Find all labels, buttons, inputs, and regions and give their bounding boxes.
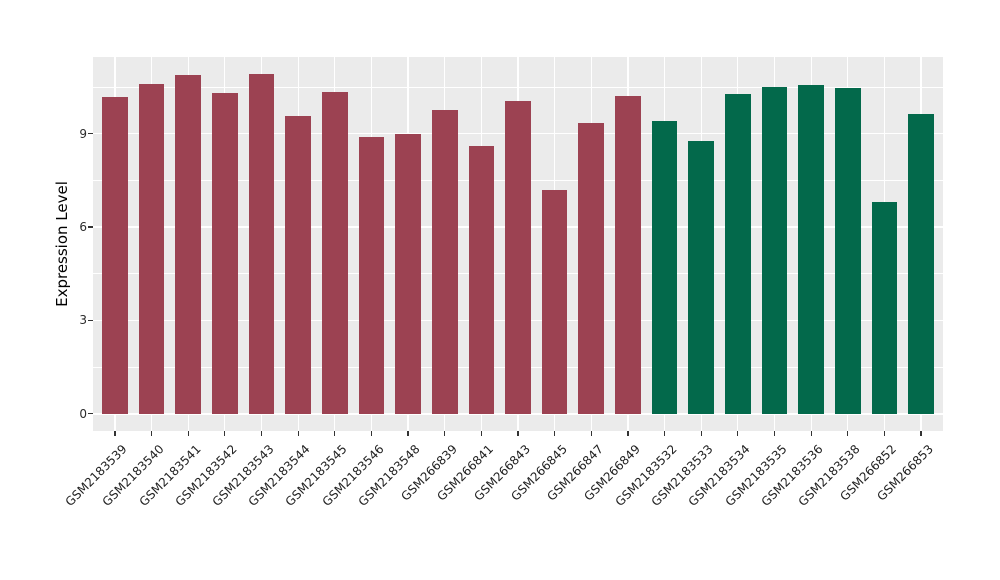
x-tick-mark (627, 431, 629, 436)
x-tick-mark (444, 431, 446, 436)
bar-GSM2183540 (138, 83, 165, 414)
y-axis-tick-label: 0 (79, 406, 87, 421)
bar-GSM2183532 (651, 121, 678, 414)
bar-GSM2183542 (212, 93, 238, 414)
x-tick-mark (151, 431, 153, 436)
x-tick-mark (773, 431, 776, 436)
bar-GSM2183548 (395, 134, 421, 414)
y-tick-mark (88, 319, 93, 322)
y-tick-mark (88, 226, 93, 228)
bar-GSM2183544 (285, 115, 311, 414)
bar-GSM266852 (871, 201, 898, 414)
x-tick-mark (810, 431, 812, 436)
bar-GSM266849 (615, 95, 641, 414)
x-tick-mark (297, 431, 299, 436)
bar-GSM2183536 (798, 85, 824, 414)
y-tick-mark (88, 133, 93, 135)
x-tick-mark (663, 431, 666, 436)
bar-GSM2183543 (248, 74, 275, 414)
bar-GSM266839 (431, 109, 458, 414)
y-axis-tick-label: 6 (79, 220, 87, 235)
y-axis-tick-label: 9 (79, 126, 87, 141)
plot-panel (93, 57, 943, 431)
bar-GSM266843 (505, 101, 531, 414)
bar-GSM2183534 (725, 94, 751, 414)
x-tick-mark (187, 431, 189, 436)
x-tick-mark (700, 431, 702, 436)
x-tick-mark (883, 431, 885, 436)
x-tick-mark (224, 431, 226, 436)
bar-GSM2183533 (688, 141, 714, 414)
x-tick-mark (114, 431, 116, 436)
x-tick-mark (920, 431, 922, 436)
bar-GSM266847 (578, 123, 605, 414)
x-tick-mark (517, 431, 519, 436)
bar-GSM2183538 (834, 87, 861, 414)
x-tick-mark (847, 431, 849, 436)
bar-GSM2183539 (102, 97, 128, 414)
x-tick-mark (260, 431, 263, 436)
x-tick-mark (554, 431, 556, 436)
x-tick-mark (590, 431, 592, 436)
x-tick-mark (334, 431, 336, 436)
x-tick-mark (407, 431, 409, 436)
y-axis-title: Expression Level (53, 181, 71, 307)
y-axis-tick-label: 3 (79, 313, 87, 328)
bar-GSM2183546 (358, 137, 385, 414)
bar-GSM266841 (468, 145, 495, 414)
x-tick-mark (737, 431, 739, 436)
bar-GSM266845 (541, 189, 568, 414)
x-tick-mark (480, 431, 482, 436)
bar-GSM2183535 (761, 87, 788, 414)
bar-GSM266853 (908, 113, 934, 414)
y-tick-mark (88, 413, 93, 415)
x-tick-mark (370, 431, 373, 436)
x-axis-tick-label: GSM2183539 (62, 442, 130, 509)
bar-GSM2183541 (175, 75, 202, 414)
bar-GSM2183545 (321, 92, 348, 414)
